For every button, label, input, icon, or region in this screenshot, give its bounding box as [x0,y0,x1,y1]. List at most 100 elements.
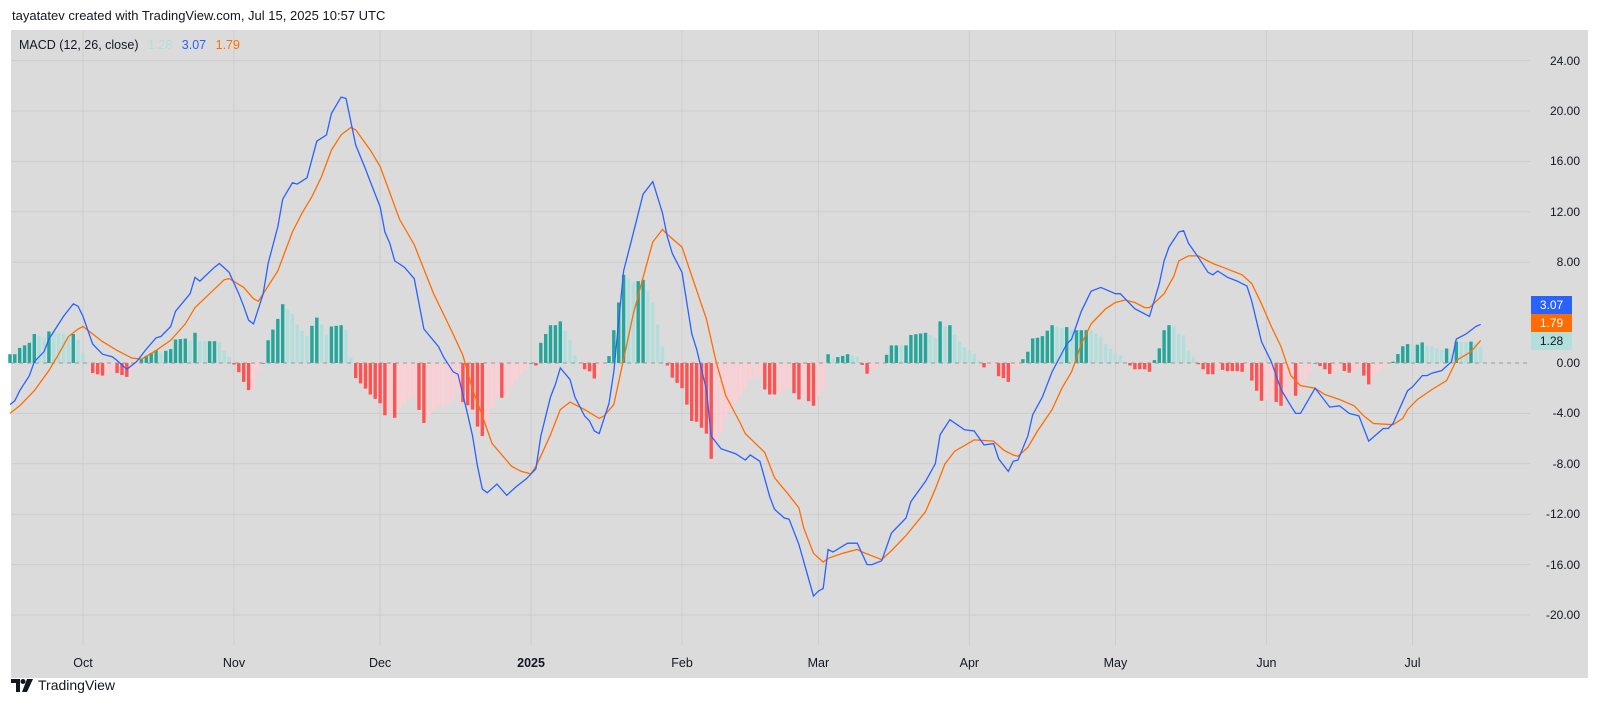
histogram-bar [865,363,869,374]
indicator-name: MACD (12, 26, close) [19,38,139,52]
histogram-bar [729,363,733,410]
histogram-bar [1479,346,1483,363]
histogram-bar [836,357,840,363]
histogram-bar [310,325,314,363]
histogram-bar [52,332,56,363]
histogram-bar [553,325,558,363]
macd-line [9,96,1481,598]
histogram-bar [466,363,470,406]
histogram-bar [441,363,446,406]
histogram-bar [217,342,222,363]
signal-last-value-badge: 1.79 [1531,314,1572,332]
histogram-bar [227,356,231,363]
histogram-bar [1245,363,1249,370]
histogram-bar [1143,363,1147,370]
footer-brand-text: TradingView [38,677,116,693]
histogram-bar [621,274,626,363]
price-tick-label: -16.00 [1545,557,1580,572]
histogram-bar [271,329,275,363]
histogram-bar [992,363,996,366]
histogram-bar [884,354,889,363]
histogram-bar [587,363,592,372]
histogram-bar [95,363,100,375]
histogram-bar [889,345,894,363]
histogram-bar [363,363,368,389]
time-tick-label: Apr [959,656,980,670]
histogram-bar [841,355,845,363]
histogram-bar [1371,363,1376,377]
histogram-bar [646,291,650,363]
tradingview-logo-icon [11,678,33,692]
histogram-bar [675,363,679,383]
histogram-bar [928,335,933,363]
histogram-bar [909,335,913,363]
histogram-bar [1298,363,1303,391]
histogram-bar [1220,363,1225,370]
histogram-bar [120,363,124,375]
histogram-bar [485,363,489,426]
histogram-bar [1225,363,1230,372]
histogram-bar [582,363,587,370]
histogram-bar [943,326,947,363]
histogram-bar [505,363,509,398]
histogram-bar [904,345,908,363]
histogram-bar [1269,363,1273,399]
histogram-bar [811,363,816,406]
indicator-legend[interactable]: MACD (12, 26, close) 1.28 3.07 1.79 [19,38,246,52]
histogram-bar [816,363,821,397]
histogram-bar [1444,348,1449,363]
histogram-bar [329,326,334,363]
histogram-bar [539,342,543,363]
histogram-bar [495,363,499,398]
histogram-bar [607,356,611,363]
histogram-bar [1123,361,1127,363]
histogram-bar [115,363,119,374]
histogram-bar [660,346,665,363]
histogram-bar [56,332,61,363]
histogram-bar [32,334,36,363]
histogram-bar [709,363,713,459]
histogram-bar [1138,363,1142,370]
histogram-bar [1386,363,1390,368]
histogram-bar [81,352,85,363]
histogram-bar [261,363,265,364]
footer-brand[interactable]: TradingView [11,677,115,693]
histogram-bar [1240,363,1244,372]
histogram-bar [18,347,22,363]
time-tick-label: May [1103,656,1128,670]
histogram-bar [61,334,66,363]
histogram-last-value-badge: 1.28 [1531,332,1572,350]
price-tick-label: 12.00 [1549,204,1580,219]
histogram-bar [1337,363,1342,370]
legend-macd-value: 3.07 [181,38,207,52]
time-tick-label: 2025 [517,656,545,670]
histogram-bar [1347,363,1351,373]
histogram-bar [1415,344,1420,363]
histogram-bar [1367,363,1371,385]
price-tick-label: 16.00 [1549,154,1580,169]
histogram-bar [1055,326,1059,363]
histogram-bar [13,354,17,363]
histogram-bar [592,363,596,379]
histogram-bar [1167,325,1171,363]
histogram-bar [1186,350,1191,363]
histogram-bar [1069,330,1074,363]
histogram-bar [407,363,411,400]
time-tick-label: Jul [1404,656,1421,670]
histogram-bar [694,363,699,422]
histogram-bar [402,363,407,403]
histogram-bar [222,351,226,363]
histogram-bar [1157,348,1161,363]
histogram-bar [324,334,329,363]
histogram-bar [295,324,299,363]
histogram-bar [451,363,455,401]
histogram-bar [139,359,144,363]
time-tick-label: Mar [807,656,830,670]
histogram-bar [548,325,553,363]
histogram-bar [1362,363,1366,376]
histogram-bar [1284,363,1288,400]
histogram-bar [1420,342,1424,363]
histogram-bar [568,340,572,363]
histogram-bar [1216,363,1220,369]
